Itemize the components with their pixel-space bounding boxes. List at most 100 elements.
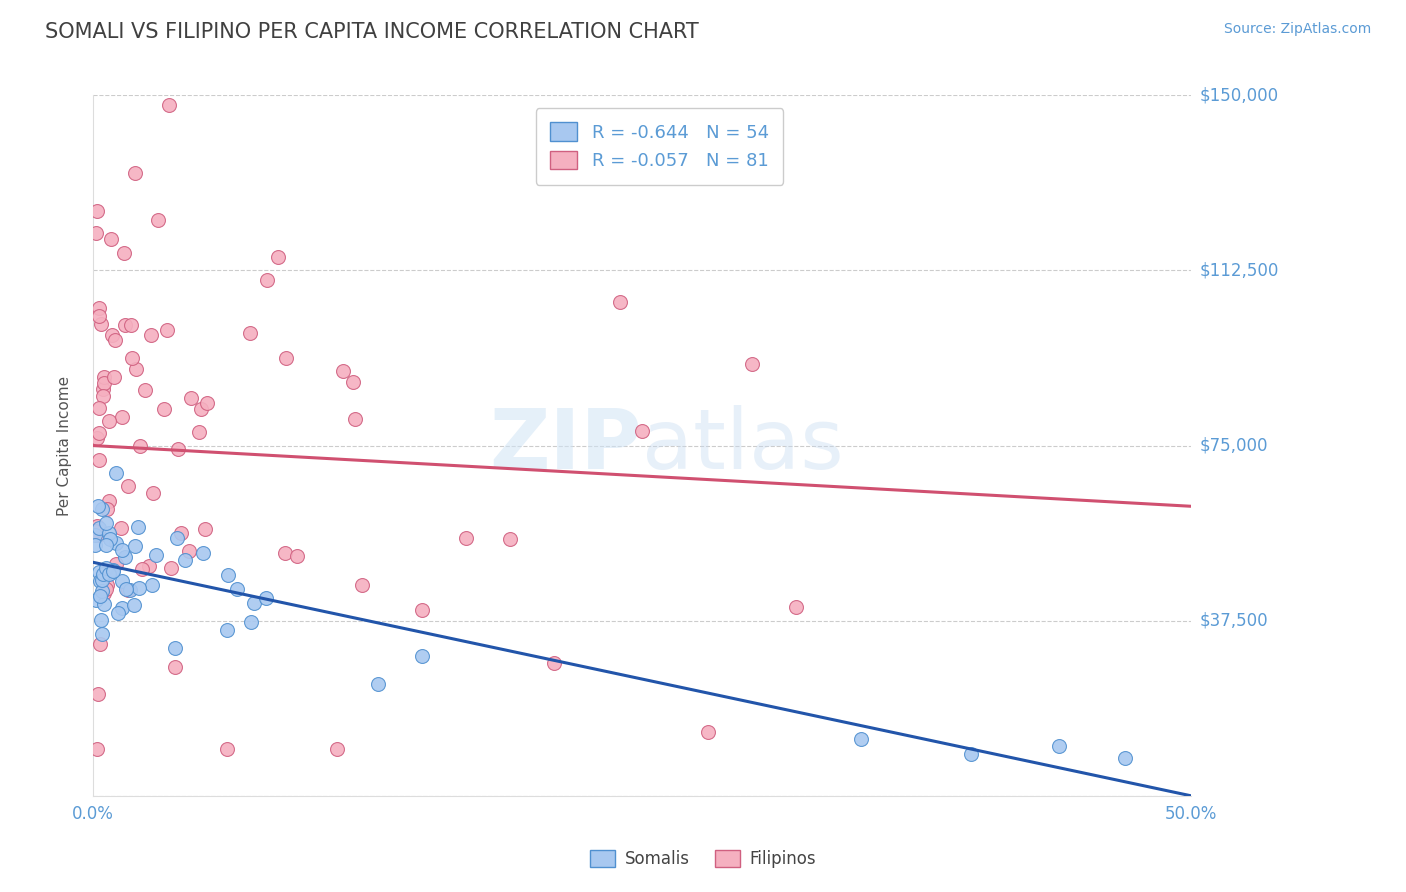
Text: $150,000: $150,000: [1199, 87, 1278, 104]
Point: [342, 376, 364, 390]
Point: [103, 369, 125, 384]
Point: [217, 742, 239, 756]
Point: [100, 532, 122, 546]
Point: [89, 565, 111, 579]
Point: [84, 592, 107, 607]
Point: [141, 578, 163, 592]
Point: [100, 231, 122, 245]
Y-axis label: Per Capita Income: Per Capita Income: [58, 376, 72, 516]
Point: [86, 204, 108, 219]
Point: [741, 357, 763, 371]
Point: [332, 363, 354, 377]
Point: [84, 527, 107, 541]
Point: [179, 544, 201, 558]
Point: [127, 520, 149, 534]
Point: [609, 294, 631, 309]
Point: [122, 598, 145, 612]
Point: [240, 615, 263, 630]
Point: [165, 641, 187, 656]
Point: [163, 659, 186, 673]
Point: [125, 362, 148, 376]
Point: [87, 521, 110, 535]
Point: [128, 581, 150, 595]
Point: [114, 318, 136, 333]
Point: [111, 574, 134, 588]
Point: [87, 301, 110, 315]
Point: [91, 501, 114, 516]
Point: [112, 246, 135, 260]
Point: [851, 731, 873, 746]
Point: [141, 328, 163, 343]
Point: [631, 424, 654, 438]
Point: [87, 401, 110, 415]
Point: [120, 583, 142, 598]
Point: [84, 226, 107, 240]
Point: [157, 97, 180, 112]
Point: [111, 410, 134, 425]
Point: [91, 382, 114, 396]
Point: [411, 603, 433, 617]
Point: [543, 656, 565, 670]
Point: [90, 574, 112, 588]
Point: [146, 213, 169, 227]
Point: [167, 442, 190, 457]
Point: [87, 499, 110, 513]
Point: [86, 519, 108, 533]
Point: [90, 317, 112, 331]
Point: [145, 548, 167, 562]
Point: [166, 532, 188, 546]
Point: [89, 589, 111, 603]
Point: [101, 327, 124, 342]
Point: [89, 426, 111, 441]
Point: [93, 376, 115, 391]
Point: [97, 494, 120, 508]
Point: [960, 747, 983, 762]
Point: [170, 525, 193, 540]
Point: [89, 637, 111, 651]
Point: [138, 558, 160, 573]
Point: [84, 524, 107, 538]
Point: [94, 516, 117, 530]
Point: [93, 566, 115, 581]
Point: [173, 553, 195, 567]
Point: [89, 453, 111, 467]
Point: [105, 467, 128, 481]
Point: [226, 582, 249, 596]
Point: [107, 606, 129, 620]
Point: [217, 567, 239, 582]
Point: [785, 600, 807, 615]
Point: [89, 574, 111, 588]
Point: [110, 521, 132, 535]
Point: [156, 323, 179, 337]
Point: [124, 166, 146, 180]
Point: [117, 479, 139, 493]
Point: [266, 250, 288, 264]
Point: [90, 613, 112, 627]
Point: [274, 351, 297, 366]
Point: [94, 561, 117, 575]
Point: [128, 439, 150, 453]
Text: ZIP: ZIP: [489, 405, 643, 486]
Point: [87, 310, 110, 324]
Point: [104, 333, 127, 347]
Point: [160, 561, 183, 575]
Text: $37,500: $37,500: [1199, 612, 1268, 630]
Point: [134, 383, 156, 397]
Point: [104, 536, 127, 550]
Text: SOMALI VS FILIPINO PER CAPITA INCOME CORRELATION CHART: SOMALI VS FILIPINO PER CAPITA INCOME COR…: [45, 22, 699, 42]
Legend: R = -0.644   N = 54, R = -0.057   N = 81: R = -0.644 N = 54, R = -0.057 N = 81: [536, 108, 783, 185]
Point: [343, 412, 366, 426]
Text: $112,500: $112,500: [1199, 261, 1278, 279]
Point: [98, 414, 121, 428]
Point: [274, 546, 297, 560]
Point: [285, 549, 308, 564]
Point: [367, 677, 389, 691]
Point: [153, 402, 176, 417]
Point: [94, 582, 117, 596]
Point: [117, 582, 139, 597]
Point: [89, 528, 111, 542]
Point: [104, 558, 127, 572]
Point: [96, 578, 118, 592]
Point: [84, 538, 107, 552]
Point: [97, 525, 120, 540]
